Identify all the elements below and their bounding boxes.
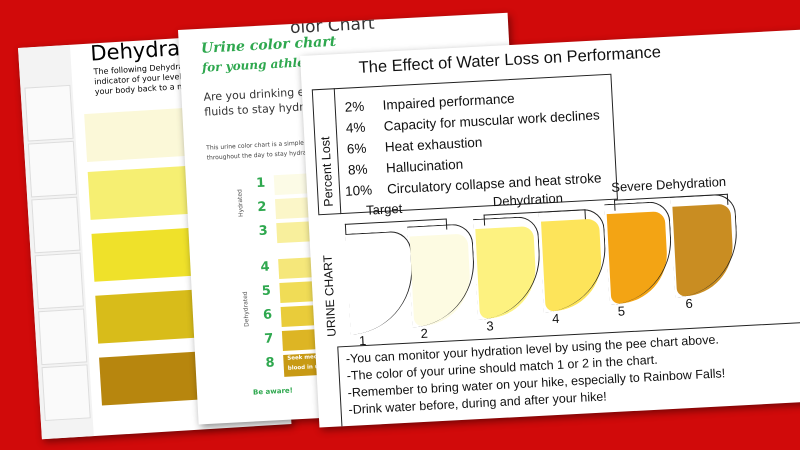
scale-number: 1 <box>255 175 266 192</box>
cell <box>24 84 74 142</box>
cup-number: 4 <box>551 310 560 327</box>
aware-label: Be aware! <box>252 386 294 397</box>
front-sheet: The Effect of Water Loss on Performance … <box>300 28 800 428</box>
cup-outline <box>345 230 416 335</box>
cup-number: 3 <box>485 318 495 334</box>
group-label: Dehydration <box>492 190 564 210</box>
cell <box>38 308 88 366</box>
scale-number: 2 <box>257 199 267 216</box>
chart-label: URINE CHART <box>320 254 339 338</box>
cup-number: 5 <box>617 303 626 319</box>
percent: 6% <box>346 140 367 157</box>
cell <box>41 364 91 422</box>
group-label: Severe Dehydration <box>610 173 727 195</box>
middle-subtitle: for young athle <box>201 55 306 75</box>
cup-outline <box>472 215 543 321</box>
scale-number: 6 <box>262 307 273 323</box>
percent: 10% <box>344 182 373 199</box>
percent: 8% <box>347 161 368 178</box>
cup-number: 6 <box>685 295 694 312</box>
intro-line: fluids to stay hydra <box>203 100 311 119</box>
scale-number: 4 <box>260 259 270 275</box>
cup-number: 2 <box>420 325 429 342</box>
percent: 2% <box>344 98 365 115</box>
cup-outline <box>669 193 741 298</box>
cell <box>34 252 84 310</box>
scale-number: 8 <box>265 355 275 371</box>
side-strip <box>18 44 94 440</box>
cup-outline <box>604 200 675 306</box>
cell <box>27 140 78 198</box>
hydrated-label: Hydrated <box>236 188 245 218</box>
scale-number: 5 <box>261 283 272 299</box>
middle-title: Urine color chart <box>200 33 337 57</box>
cup-outline <box>538 208 609 313</box>
dehydrated-label: Dehydrated <box>241 291 251 327</box>
scale-number: 3 <box>258 223 269 240</box>
percent: 4% <box>345 119 366 136</box>
group-label: Target <box>365 200 403 218</box>
cup-outline <box>407 223 478 328</box>
scale-number: 7 <box>263 331 274 347</box>
cell <box>31 196 81 254</box>
